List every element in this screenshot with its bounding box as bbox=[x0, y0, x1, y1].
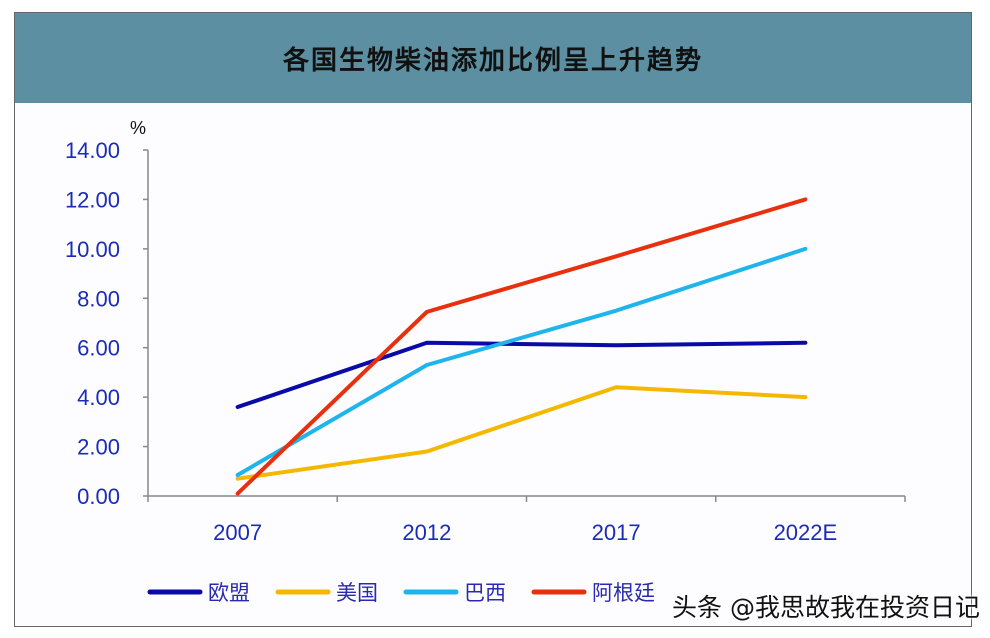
legend-label: 美国 bbox=[336, 581, 378, 605]
x-tick-label: 2007 bbox=[213, 520, 262, 545]
chart-frame bbox=[14, 12, 972, 627]
y-tick-label: 10.00 bbox=[65, 237, 120, 262]
y-tick-label: 2.00 bbox=[77, 435, 120, 460]
series-line-3 bbox=[235, 197, 808, 496]
title-bar: 各国生物柴油添加比例呈上升趋势 bbox=[15, 13, 971, 103]
x-tick-label: 2012 bbox=[402, 520, 451, 545]
x-tick-label: 2017 bbox=[592, 520, 641, 545]
series-line-1 bbox=[235, 385, 808, 481]
series-line-0 bbox=[235, 340, 808, 410]
legend-label: 阿根廷 bbox=[592, 581, 655, 605]
watermark: 头条 @我思故我在投资日记 bbox=[672, 593, 980, 622]
y-tick-label: 4.00 bbox=[77, 385, 120, 410]
y-tick-label: 14.00 bbox=[65, 138, 120, 163]
y-tick-label: 8.00 bbox=[77, 286, 120, 311]
legend-label: 巴西 bbox=[464, 581, 506, 605]
chart-title: 各国生物柴油添加比例呈上升趋势 bbox=[282, 45, 703, 76]
x-tick-label: 2022E bbox=[774, 520, 838, 545]
y-tick-label: 0.00 bbox=[77, 484, 120, 509]
series-line-2 bbox=[235, 246, 808, 477]
y-axis-unit: % bbox=[130, 118, 146, 138]
y-tick-label: 6.00 bbox=[77, 336, 120, 361]
legend-label: 欧盟 bbox=[208, 581, 250, 605]
y-tick-label: 12.00 bbox=[65, 187, 120, 212]
